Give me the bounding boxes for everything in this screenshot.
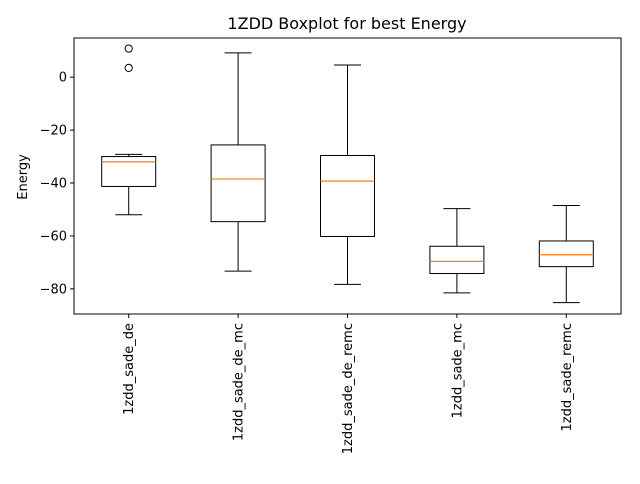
plot-area: −80 −60 −40 −20 0 1zdd_sade_de 1zdd_sade_de_mc… <box>40 44 594 454</box>
x-tick-label: 1zdd_sade_remc <box>560 323 575 431</box>
x-tick-label: 1zdd_sade_de <box>122 323 137 415</box>
y-axis-label: Energy <box>16 154 31 200</box>
y-tick-label: −40 <box>40 177 67 192</box>
box-iqr <box>210 144 266 223</box>
plot-frame <box>73 37 622 315</box>
box-iqr <box>320 154 375 237</box>
y-tick-label: −20 <box>40 124 67 139</box>
x-tick-label: 1zdd_sade_de_remc <box>341 323 356 454</box>
box-iqr <box>538 240 594 268</box>
flier-point <box>124 44 133 53</box>
y-tick-label: 0 <box>59 71 67 86</box>
x-tick-label: 1zdd_sade_mc <box>450 323 465 418</box>
x-tick-label: 1zdd_sade_de_mc <box>232 323 247 441</box>
flier-point <box>124 63 133 73</box>
y-tick-label: −80 <box>40 282 67 297</box>
box-iqr <box>101 156 157 187</box>
y-tick-label: −60 <box>40 229 67 244</box>
chart-title: 1ZDD Boxplot for best Energy <box>227 14 466 33</box>
box-iqr <box>429 245 485 275</box>
